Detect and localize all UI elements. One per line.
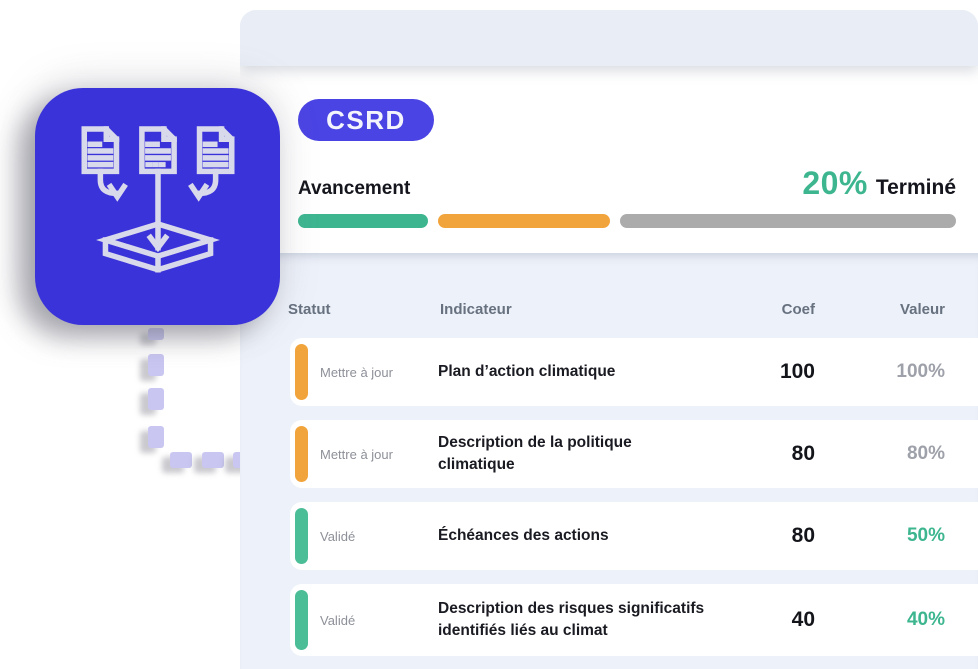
progress-header: Avancement 20% Terminé — [298, 165, 956, 202]
column-header-indicateur: Indicateur — [440, 301, 512, 318]
coef-value: 40 — [791, 608, 815, 631]
indicator-label: Échéances des actions — [438, 526, 609, 544]
panel-header-band — [240, 10, 978, 66]
table-row[interactable]: Mettre à jour Plan d’action climatique 1… — [290, 338, 978, 406]
status-pill — [295, 426, 308, 482]
progress-segment-completed — [298, 214, 428, 228]
indicator-label: Description de la politique climatique — [438, 433, 632, 473]
indicator-label: Description des risques significatifs id… — [438, 599, 705, 639]
progress-section: CSRD Avancement 20% Terminé — [240, 66, 978, 253]
csrd-badge: CSRD — [298, 99, 434, 141]
indicator-label: Plan d’action climatique — [438, 362, 616, 380]
progress-bar — [298, 214, 956, 228]
documents-merge-icon — [69, 123, 247, 291]
table-header-row: Statut Indicateur Coef Valeur — [240, 301, 978, 318]
table-row[interactable]: Validé Description des risques significa… — [290, 584, 978, 656]
column-header-valeur: Valeur — [899, 301, 945, 318]
connector-dash — [148, 354, 164, 376]
status-pill — [295, 508, 308, 564]
data-collection-card — [35, 88, 280, 325]
status-label: Validé — [320, 528, 356, 544]
connector-dash — [148, 328, 164, 340]
progress-percent: 20% — [802, 165, 868, 201]
table-row[interactable]: Validé Échéances des actions 80 50% — [290, 502, 978, 570]
table-body: Mettre à jour Plan d’action climatique 1… — [290, 338, 978, 656]
coef-value: 80 — [791, 524, 815, 547]
coef-value: 80 — [791, 442, 815, 465]
connector-dash — [170, 452, 192, 468]
progress-label: Avancement — [298, 178, 411, 199]
connector-dash — [148, 388, 164, 410]
status-label: Mettre à jour — [320, 446, 393, 462]
valeur-value: 50% — [906, 525, 945, 546]
status-label: Validé — [320, 612, 356, 628]
valeur-value: 80% — [906, 443, 945, 464]
status-pill — [295, 344, 308, 400]
progress-value: 20% Terminé — [802, 165, 956, 202]
valeur-value: 40% — [906, 609, 945, 630]
csrd-panel: CSRD Avancement 20% Terminé Statut Indic… — [240, 10, 978, 669]
valeur-value: 100% — [896, 361, 945, 382]
progress-status-label: Terminé — [875, 176, 956, 199]
progress-segment-in-progress — [438, 214, 610, 228]
progress-segment-remaining — [620, 214, 956, 228]
coef-value: 100 — [779, 360, 815, 383]
table-row[interactable]: Mettre à jour Description de la politiqu… — [290, 420, 978, 488]
column-header-coef: Coef — [781, 301, 815, 318]
status-label: Mettre à jour — [320, 364, 393, 380]
status-pill — [295, 590, 308, 650]
connector-dash — [148, 426, 164, 448]
indicators-table: Statut Indicateur Coef Valeur Mettre à j… — [240, 253, 978, 669]
connector-dash — [202, 452, 224, 468]
column-header-statut: Statut — [288, 301, 331, 318]
